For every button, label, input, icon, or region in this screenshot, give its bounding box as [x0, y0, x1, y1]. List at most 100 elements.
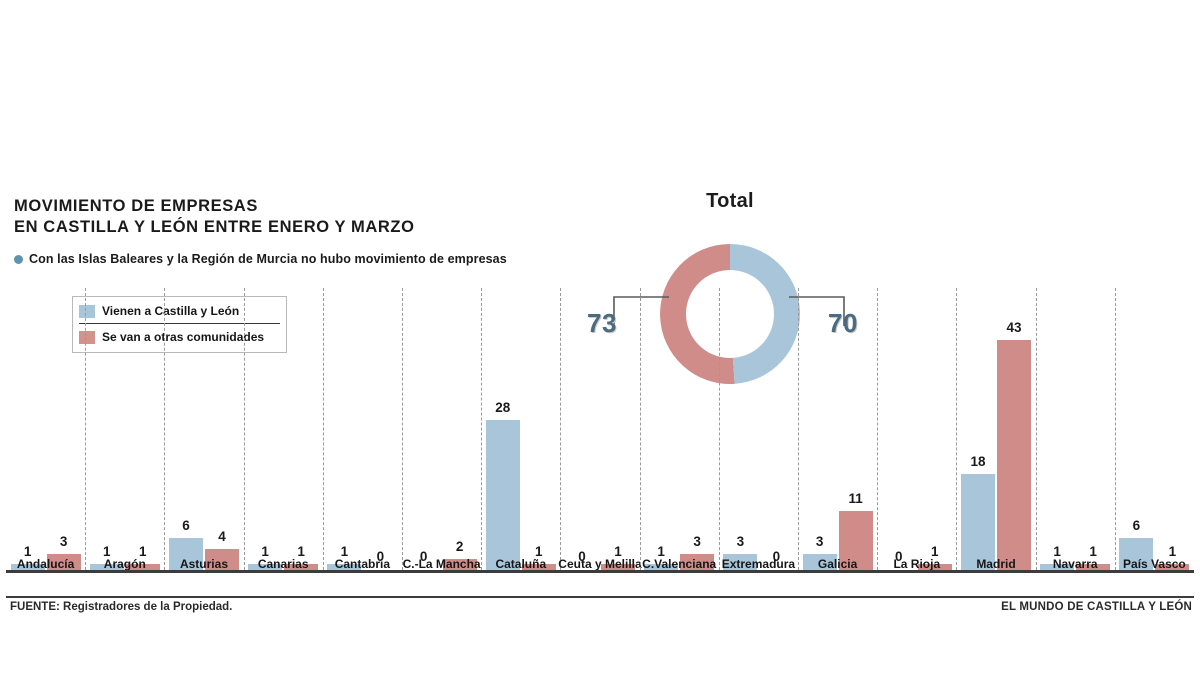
bar-outgoing: 0	[759, 549, 793, 570]
bar-value-label: 2	[455, 539, 464, 555]
title-line-2: EN CASTILLA Y LEÓN ENTRE ENERO Y MARZO	[14, 218, 415, 236]
bar-outgoing: 3	[680, 534, 715, 570]
bar-value-label: 6	[182, 517, 190, 533]
group-divider	[322, 288, 324, 570]
bar-group: 1 3 C.Valenciana	[640, 306, 719, 571]
legend-label-incoming: Vienen a Castilla y León	[102, 304, 240, 318]
bar-value-label: 1	[931, 544, 939, 559]
bar-incoming: 1	[1040, 544, 1075, 570]
leader-line-left	[613, 296, 669, 326]
group-divider	[877, 288, 879, 570]
bar-outgoing: 1	[521, 544, 556, 570]
bar-incoming: 0	[565, 549, 599, 570]
bar-group: 1 1 Aragón	[85, 306, 164, 571]
page-title: MOVIMIENTO DE EMPRESAS EN CASTILLA Y LEÓ…	[14, 196, 534, 238]
category-label: Canarias	[257, 557, 309, 571]
bar-value-label: 1	[297, 544, 305, 559]
legend-swatch-outgoing	[79, 330, 95, 344]
group-divider	[243, 288, 245, 570]
bar-incoming: 0	[882, 549, 916, 570]
bar-incoming: 1	[89, 544, 124, 570]
bar-group: 0 1 Ceuta y Melilla	[558, 306, 641, 571]
bar-group: 3 11 Galicia	[798, 306, 877, 571]
bar-value-label: 43	[1006, 320, 1022, 335]
total-incoming-value: 70	[828, 308, 858, 338]
bar-outgoing: 43	[996, 320, 1031, 570]
group-divider	[560, 288, 562, 570]
bar-outgoing: 11	[838, 491, 873, 570]
leader-line-right	[789, 296, 845, 326]
group-divider	[1035, 288, 1037, 570]
total-outgoing-value: 73	[587, 308, 617, 338]
bar-outgoing: 1	[917, 544, 952, 570]
bar-value-label: 4	[218, 528, 226, 544]
category-label: País Vasco	[1123, 557, 1186, 571]
bar-incoming: 18	[960, 454, 995, 570]
bar-group: 0 2 C.-La Mancha	[402, 306, 481, 571]
bar-pair: 3 11	[802, 491, 873, 570]
bar-outgoing: 4	[204, 529, 239, 570]
bar-value-label: 1	[614, 544, 622, 559]
bar-value-label: 3	[693, 533, 701, 549]
bar-outgoing: 1	[284, 544, 319, 570]
bar-group: 6 1 País Vasco	[1115, 306, 1194, 571]
legend-swatch-incoming	[79, 304, 95, 318]
group-divider	[639, 288, 641, 570]
footnote-text: Con las Islas Baleares y la Región de Mu…	[29, 252, 507, 266]
legend-divider	[79, 323, 280, 324]
bullet-dot-icon	[14, 255, 23, 264]
donut-svg	[660, 244, 801, 384]
publisher-credit: EL MUNDO DE CASTILLA Y LEÓN	[1001, 601, 1192, 613]
category-label: Madrid	[976, 557, 1016, 571]
bar-value-label: 11	[848, 491, 863, 507]
donut-title: Total	[706, 190, 754, 212]
group-divider	[85, 288, 87, 570]
group-divider	[402, 288, 403, 570]
category-label: Cataluña	[495, 557, 547, 571]
bar-outgoing: 1	[125, 544, 160, 570]
bar-incoming: 6	[1119, 518, 1154, 570]
bar-value-label: 1	[1053, 544, 1061, 559]
footnote-no-movement: Con las Islas Baleares y la Región de Mu…	[14, 252, 507, 266]
bar-value-label: 1	[535, 544, 543, 559]
bar-value-label: 1	[139, 544, 147, 559]
bar-value-label: 0	[376, 549, 385, 564]
bar-group: 6 4 Asturias	[164, 306, 243, 571]
bar-incoming: 1	[327, 544, 362, 570]
bar-outgoing: 1	[1155, 544, 1190, 570]
bar-value-label: 18	[970, 453, 986, 469]
bar-group: 1 1 Navarra	[1036, 306, 1115, 571]
category-label: Galicia	[817, 557, 858, 571]
bar-value-label: 6	[1132, 517, 1141, 533]
bar-value-label: 0	[419, 549, 428, 564]
category-label: C.-La Mancha	[402, 557, 481, 571]
bar-value-label: 1	[261, 544, 269, 559]
title-line-1: MOVIMIENTO DE EMPRESAS	[14, 197, 258, 215]
bar-value-label: 3	[59, 533, 68, 549]
bar-value-label: 1	[340, 544, 349, 559]
bar-group: 1 0 Cantabria	[323, 306, 402, 571]
bar-group: 28 1 Cataluña	[481, 306, 560, 571]
chart-legend: Vienen a Castilla y León Se van a otras …	[72, 296, 287, 353]
category-label: Navarra	[1052, 557, 1098, 571]
category-label: Extremadura	[721, 557, 796, 571]
bar-pair: 28 1	[485, 400, 556, 570]
bar-outgoing: 1	[600, 544, 635, 570]
bar-outgoing: 2	[442, 539, 477, 570]
bar-group: 0 1 La Rioja	[877, 306, 956, 571]
bar-value-label: 0	[895, 549, 903, 564]
category-label: La Rioja	[893, 557, 941, 571]
source-credit: FUENTE: Registradores de la Propiedad.	[10, 601, 233, 613]
group-divider	[481, 288, 483, 570]
legend-item-incoming: Vienen a Castilla y León	[79, 301, 280, 321]
